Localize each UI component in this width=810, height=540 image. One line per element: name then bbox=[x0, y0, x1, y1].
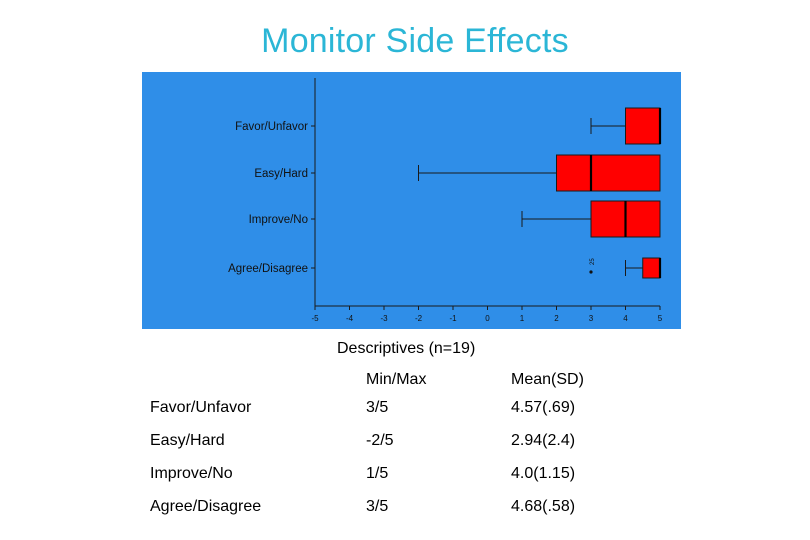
x-tick-label: 0 bbox=[485, 314, 490, 323]
outlier-label: 25 bbox=[590, 258, 596, 265]
boxplot-chart: -5 -4 -3 -2 -1 0 1 2 3 4 5 Favor/Unfavor Easy/Hard Im… bbox=[142, 72, 681, 329]
x-tick-label: 2 bbox=[554, 314, 559, 323]
x-tick-label: 5 bbox=[658, 314, 663, 323]
x-tick-label: 3 bbox=[589, 314, 594, 323]
x-tick-label: -1 bbox=[449, 314, 457, 323]
table-cell: 4.68(.58) bbox=[511, 497, 576, 515]
x-tick-label: 1 bbox=[520, 314, 525, 323]
table-header-cell bbox=[150, 371, 366, 391]
x-tick-label: -5 bbox=[311, 314, 319, 323]
table-cell: 3/5 bbox=[366, 398, 389, 416]
table-row: Favor/Unfavor 3/5 4.57(.69) bbox=[150, 391, 631, 424]
table-cell: 2.94(2.4) bbox=[511, 431, 576, 449]
table-cell: -2/5 bbox=[366, 431, 394, 449]
table-header-row: Min/Max Mean(SD) bbox=[150, 371, 631, 391]
table-cell: 4.57(.69) bbox=[511, 398, 576, 416]
x-tick-label: -2 bbox=[415, 314, 423, 323]
category-label: Improve/No bbox=[249, 214, 308, 226]
box bbox=[625, 107, 661, 145]
table-row: Improve/No 1/5 4.0(1.15) bbox=[150, 457, 631, 490]
category-label: Easy/Hard bbox=[254, 168, 308, 180]
x-tick-label: -3 bbox=[380, 314, 388, 323]
table-header-cell: Mean(SD) bbox=[511, 371, 584, 388]
boxplot-svg: -5 -4 -3 -2 -1 0 1 2 3 4 5 Favor/Unfavor Easy/Hard Im… bbox=[228, 78, 663, 323]
x-tick-label: 4 bbox=[623, 314, 628, 323]
slide-title: Monitor Side Effects bbox=[261, 22, 569, 60]
table-cell: 3/5 bbox=[366, 497, 389, 515]
table-cell: 4.0(1.15) bbox=[511, 464, 576, 482]
table-row: Easy/Hard -2/5 2.94(2.4) bbox=[150, 424, 631, 457]
table-row: Agree/Disagree 3/5 4.68(.58) bbox=[150, 490, 631, 523]
box bbox=[556, 154, 661, 192]
descriptives-table: Min/Max Mean(SD) Favor/Unfavor 3/5 4.57(… bbox=[150, 371, 631, 523]
box bbox=[642, 257, 661, 279]
table-cell: Improve/No bbox=[150, 464, 233, 482]
x-tick-label: -4 bbox=[346, 314, 354, 323]
category-label: Agree/Disagree bbox=[228, 263, 308, 275]
table-cell: Agree/Disagree bbox=[150, 497, 262, 515]
table-header-cell: Min/Max bbox=[366, 371, 427, 388]
outlier-point bbox=[589, 270, 593, 274]
table-cell: Favor/Unfavor bbox=[150, 398, 252, 416]
table-cell: Easy/Hard bbox=[150, 431, 225, 449]
descriptives-caption: Descriptives (n=19) bbox=[337, 340, 476, 357]
table-cell: 1/5 bbox=[366, 464, 389, 482]
category-label: Favor/Unfavor bbox=[235, 121, 308, 133]
